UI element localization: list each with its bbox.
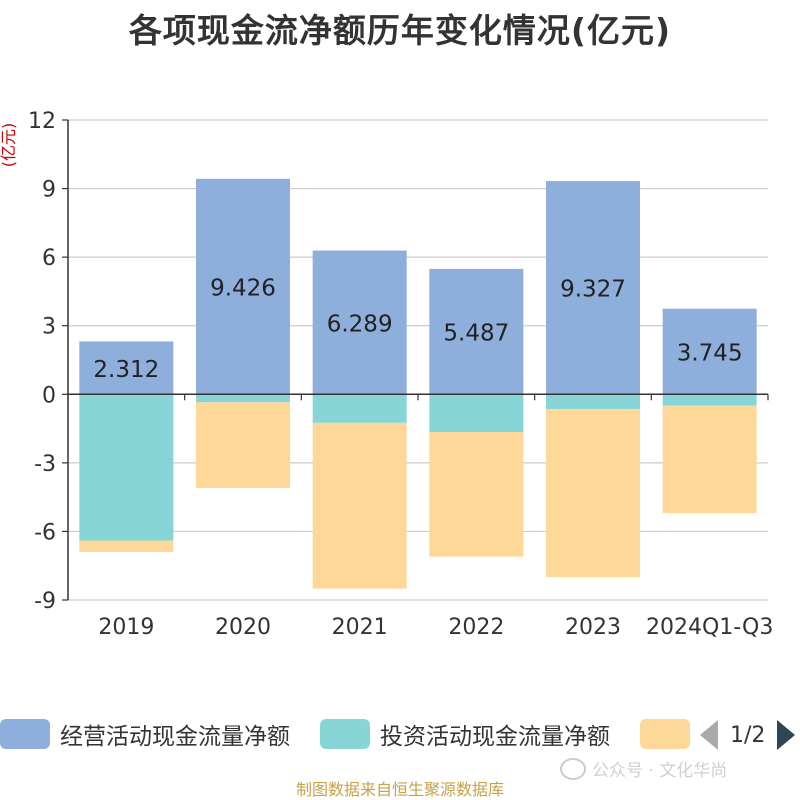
x-tick-label: 2024Q1-Q3 [646, 615, 773, 640]
y-tick-label: -9 [34, 589, 56, 614]
data-label: 9.327 [560, 277, 626, 303]
stacked-bar-chart: 12 9 6 3 0 -3 -6 -9 (亿元) 2019 2020 2021 2022 2023 2024… [0, 109, 773, 640]
axes: 12 9 6 3 0 -3 -6 -9 (亿元) 2019 2020 2021 2022 2023 2024… [0, 109, 773, 640]
bar-3-2020[interactable] [196, 402, 290, 488]
y-tick-label: 3 [42, 315, 56, 340]
bar-3-2022[interactable] [429, 432, 524, 557]
x-tick-label: 2019 [98, 615, 154, 640]
data-labels: 2.312 9.426 6.289 5.487 9.327 3.745 [93, 276, 742, 383]
y-tick-label: -3 [34, 452, 56, 477]
y-axis-label: (亿元) [0, 123, 18, 168]
x-tick-label: 2022 [448, 615, 504, 640]
legend-item-financing[interactable] [640, 716, 690, 752]
bar-3-2021[interactable] [312, 422, 407, 589]
legend-label: 投资活动现金流量净额 [380, 724, 610, 750]
bar-1-2021[interactable] [312, 250, 407, 395]
bar-1-2023[interactable] [546, 181, 640, 395]
chart-title: 各项现金流净额历年变化情况(亿元) [128, 11, 672, 50]
bar-3-2023[interactable] [546, 409, 640, 578]
legend: 经营活动现金流量净额 投资活动现金流量净额 1/2 [0, 716, 800, 756]
bar-3-2019[interactable] [79, 540, 174, 552]
bar-2-2019[interactable] [79, 394, 174, 541]
legend-page-label: 1/2 [730, 722, 766, 748]
watermark-text: 公众号 · 文化华尚 [592, 761, 728, 781]
bar-2-2021[interactable] [312, 394, 407, 423]
y-tick-label: 6 [42, 246, 56, 271]
bar-2-2020[interactable] [196, 394, 290, 403]
bar-1-2020[interactable] [196, 178, 290, 395]
bar-3-2024Q1-Q3[interactable] [662, 405, 757, 514]
data-label: 6.289 [327, 311, 393, 337]
bar-1-2022[interactable] [429, 268, 524, 395]
grid-lines [68, 119, 768, 601]
watermark: 公众号 · 文化华尚 [560, 756, 727, 781]
bar-2-2023[interactable] [546, 394, 640, 410]
bar-1-2019[interactable] [79, 341, 174, 395]
x-tick-label: 2021 [332, 615, 388, 640]
x-tick-label: 2023 [565, 615, 621, 640]
legend-item-investing[interactable]: 投资活动现金流量净额 [320, 716, 610, 752]
wechat-icon [560, 757, 586, 780]
data-label: 2.312 [93, 357, 159, 383]
y-tick-label: 12 [28, 109, 56, 134]
y-tick-label: -6 [34, 520, 56, 545]
bars [79, 178, 757, 589]
next-page-icon[interactable] [777, 720, 796, 750]
data-label: 9.426 [210, 276, 276, 302]
data-label: 3.745 [677, 340, 743, 366]
legend-pager: 1/2 [700, 718, 796, 752]
legend-label: 经营活动现金流量净额 [60, 724, 290, 750]
bar-2-2022[interactable] [429, 394, 524, 432]
legend-item-operating[interactable]: 经营活动现金流量净额 [0, 716, 290, 752]
bar-1-2024Q1-Q3[interactable] [662, 308, 757, 395]
bar-2-2024Q1-Q3[interactable] [662, 394, 757, 406]
x-tick-label: 2020 [215, 615, 271, 640]
legend-swatch [640, 719, 690, 749]
y-tick-label: 0 [42, 383, 56, 408]
y-tick-label: 9 [42, 178, 56, 203]
prev-page-icon[interactable] [700, 720, 718, 750]
data-label: 5.487 [443, 321, 509, 347]
source-note: 制图数据来自恒生聚源数据库 [295, 780, 504, 799]
legend-swatch [0, 719, 50, 749]
legend-swatch [320, 719, 370, 749]
